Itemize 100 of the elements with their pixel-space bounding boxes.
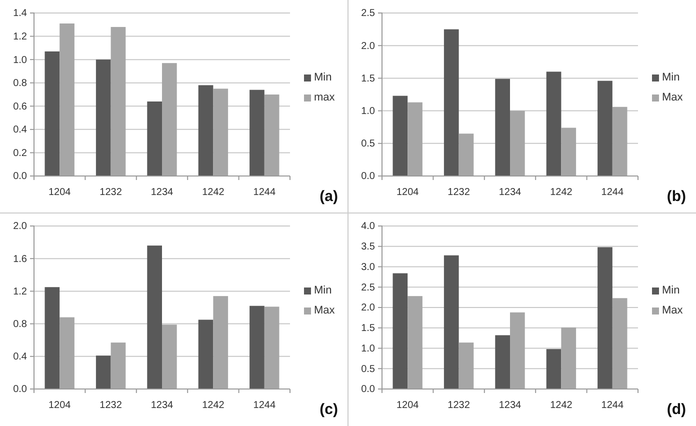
y-tick-label: 2.5	[361, 8, 376, 20]
y-tick-label: 1.2	[13, 286, 28, 298]
y-tick-label: 0.8	[13, 319, 28, 330]
bar	[264, 94, 280, 176]
bar	[408, 296, 422, 389]
bar	[598, 80, 612, 176]
text: (b)	[666, 188, 686, 205]
legend-label: Max	[314, 304, 336, 316]
y-tick-label: 1.0	[361, 106, 376, 117]
bar	[264, 306, 280, 389]
legend-label: Min	[314, 72, 332, 84]
y-tick-label: 0.4	[13, 124, 28, 136]
bar	[162, 324, 177, 389]
bar	[44, 287, 60, 389]
y-tick-label: 0.0	[13, 171, 28, 182]
bar	[96, 60, 111, 176]
y-tick-label: 0.6	[13, 101, 28, 112]
y-tick-label: 3.0	[361, 262, 376, 273]
bar	[147, 101, 162, 176]
bar	[444, 29, 459, 176]
y-tick-label: 0.0	[13, 384, 28, 396]
y-tick-label: 0.4	[13, 352, 28, 363]
y-tick-label: 0.0	[361, 384, 376, 396]
bar	[495, 335, 510, 389]
x-tick-label: 1244	[253, 187, 276, 198]
bar	[250, 306, 264, 389]
x-tick-label: 1242	[202, 400, 225, 412]
y-tick-label: 1.0	[13, 54, 28, 66]
legend-label: Max	[662, 304, 684, 316]
bar	[162, 63, 177, 176]
bar	[612, 298, 628, 389]
text: (c)	[320, 401, 338, 418]
bar	[408, 102, 422, 176]
bar	[60, 317, 74, 389]
bar	[213, 296, 228, 389]
bar	[96, 356, 111, 389]
bar	[250, 90, 264, 176]
x-tick-label: 1204	[396, 400, 420, 412]
x-tick-label: 1242	[202, 187, 225, 198]
x-tick-label: 1244	[601, 187, 624, 198]
bar	[392, 96, 408, 176]
bar	[147, 246, 162, 389]
y-tick-label: 2.0	[361, 40, 376, 52]
y-tick-label: 2.0	[361, 302, 376, 314]
y-tick-label: 0.8	[13, 78, 28, 90]
x-tick-label: 1204	[48, 400, 72, 412]
y-tick-label: 1.2	[13, 31, 28, 42]
y-tick-label: 1.0	[361, 343, 376, 354]
x-tick-label: 1204	[48, 187, 72, 198]
bar	[561, 128, 576, 176]
x-tick-label: 1232	[448, 400, 470, 412]
y-tick-label: 2.5	[361, 282, 376, 294]
x-tick-label: 1232	[448, 187, 470, 198]
legend-label: max	[314, 92, 336, 104]
bar	[612, 106, 628, 176]
x-tick-label: 1234	[498, 400, 522, 412]
legend-label: Min	[314, 284, 332, 296]
x-tick-label: 1242	[550, 400, 573, 412]
bar	[198, 85, 214, 176]
bar	[495, 78, 510, 176]
x-tick-label: 1234	[150, 187, 174, 198]
y-tick-label: 0.0	[361, 171, 376, 182]
y-tick-label: 2.0	[13, 221, 28, 232]
y-tick-label: 1.6	[13, 254, 28, 265]
x-tick-label: 1242	[550, 187, 573, 198]
x-tick-label: 1244	[601, 400, 624, 412]
bar	[546, 349, 562, 389]
bar	[458, 134, 474, 176]
bar	[444, 255, 459, 389]
bar	[110, 342, 126, 389]
bar	[44, 51, 60, 176]
x-tick-label: 1234	[150, 400, 174, 412]
y-tick-label: 1.4	[13, 8, 28, 20]
x-tick-label: 1244	[253, 400, 276, 412]
bar	[60, 23, 74, 176]
bar	[198, 320, 214, 389]
x-tick-label: 1204	[396, 187, 420, 198]
legend-label: Max	[662, 92, 684, 104]
bar	[598, 247, 612, 389]
bar	[510, 110, 525, 176]
bar	[561, 327, 576, 389]
x-tick-label: 1234	[498, 187, 522, 198]
y-tick-label: 1.5	[361, 323, 376, 334]
bar	[546, 72, 562, 176]
y-tick-label: 0.5	[361, 138, 376, 150]
bar	[458, 342, 474, 389]
bar	[392, 273, 408, 389]
y-tick-label: 3.5	[361, 242, 376, 253]
bar	[510, 312, 525, 389]
text: (a)	[320, 188, 338, 205]
bar	[110, 26, 126, 176]
y-tick-label: 1.5	[361, 73, 376, 84]
text: (d)	[666, 401, 686, 418]
y-tick-label: 4.0	[361, 221, 376, 232]
y-tick-label: 0.5	[361, 364, 376, 375]
x-tick-label: 1232	[100, 400, 122, 412]
legend-label: Min	[662, 284, 680, 296]
legend-label: Min	[662, 72, 680, 84]
bar	[213, 88, 228, 176]
x-tick-label: 1232	[100, 187, 122, 198]
